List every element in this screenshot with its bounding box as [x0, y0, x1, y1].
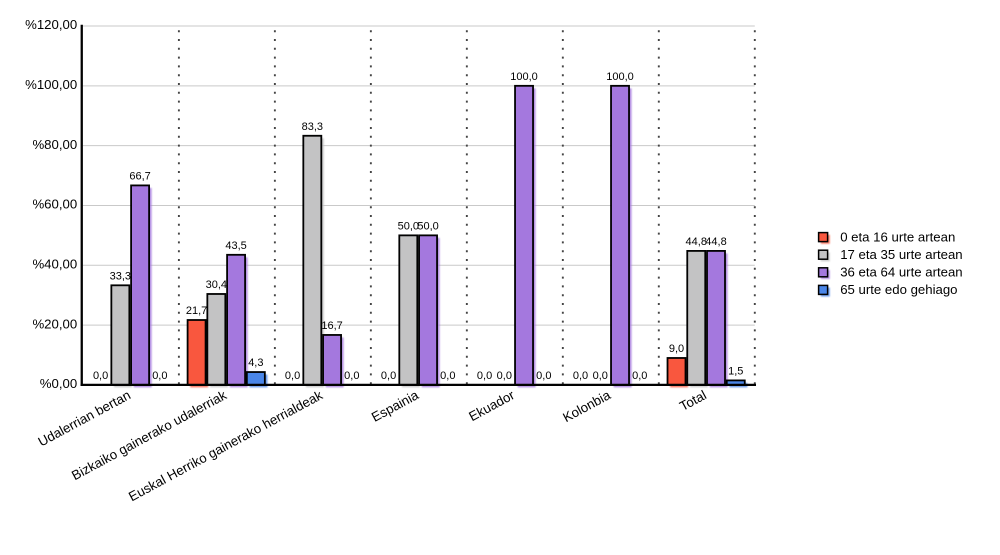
svg-text:0,0: 0,0 — [477, 370, 492, 382]
svg-text:30,4: 30,4 — [206, 279, 227, 291]
svg-text:0,0: 0,0 — [497, 370, 512, 382]
svg-text:0,0: 0,0 — [93, 370, 108, 382]
svg-text:0,0: 0,0 — [593, 370, 608, 382]
svg-text:4,3: 4,3 — [248, 357, 263, 369]
svg-text:44,8: 44,8 — [686, 236, 707, 248]
svg-text:0,0: 0,0 — [573, 370, 588, 382]
svg-text:%40,00: %40,00 — [32, 256, 77, 271]
svg-text:%60,00: %60,00 — [32, 197, 77, 212]
svg-text:50,0: 50,0 — [398, 220, 419, 232]
svg-text:33,3: 33,3 — [110, 270, 131, 282]
svg-text:16,7: 16,7 — [321, 320, 342, 332]
svg-text:9,0: 9,0 — [669, 343, 684, 355]
svg-text:0,0: 0,0 — [381, 370, 396, 382]
svg-text:0,0: 0,0 — [344, 370, 359, 382]
svg-text:100,0: 100,0 — [510, 71, 538, 83]
svg-text:100,0: 100,0 — [606, 71, 634, 83]
svg-text:17 eta 35 urte artean: 17 eta 35 urte artean — [840, 247, 962, 262]
svg-text:0,0: 0,0 — [152, 370, 167, 382]
svg-text:%80,00: %80,00 — [32, 137, 77, 152]
svg-text:0,0: 0,0 — [440, 370, 455, 382]
svg-text:43,5: 43,5 — [225, 240, 246, 252]
svg-text:%20,00: %20,00 — [32, 316, 77, 331]
svg-text:1,5: 1,5 — [728, 365, 743, 377]
svg-text:%0,00: %0,00 — [40, 376, 77, 391]
svg-text:65 urte edo gehiago: 65 urte edo gehiago — [840, 282, 957, 297]
svg-text:50,0: 50,0 — [417, 220, 438, 232]
svg-text:0,0: 0,0 — [285, 370, 300, 382]
svg-text:0 eta 16 urte artean: 0 eta 16 urte artean — [840, 229, 955, 244]
svg-text:83,3: 83,3 — [302, 121, 323, 133]
svg-text:0,0: 0,0 — [536, 370, 551, 382]
svg-text:66,7: 66,7 — [129, 170, 150, 182]
svg-text:36 eta 64 urte artean: 36 eta 64 urte artean — [840, 265, 962, 280]
svg-text:21,7: 21,7 — [186, 305, 207, 317]
svg-text:44,8: 44,8 — [705, 236, 726, 248]
svg-text:%120,00: %120,00 — [25, 17, 77, 32]
svg-text:0,0: 0,0 — [632, 370, 647, 382]
svg-text:%100,00: %100,00 — [25, 77, 77, 92]
